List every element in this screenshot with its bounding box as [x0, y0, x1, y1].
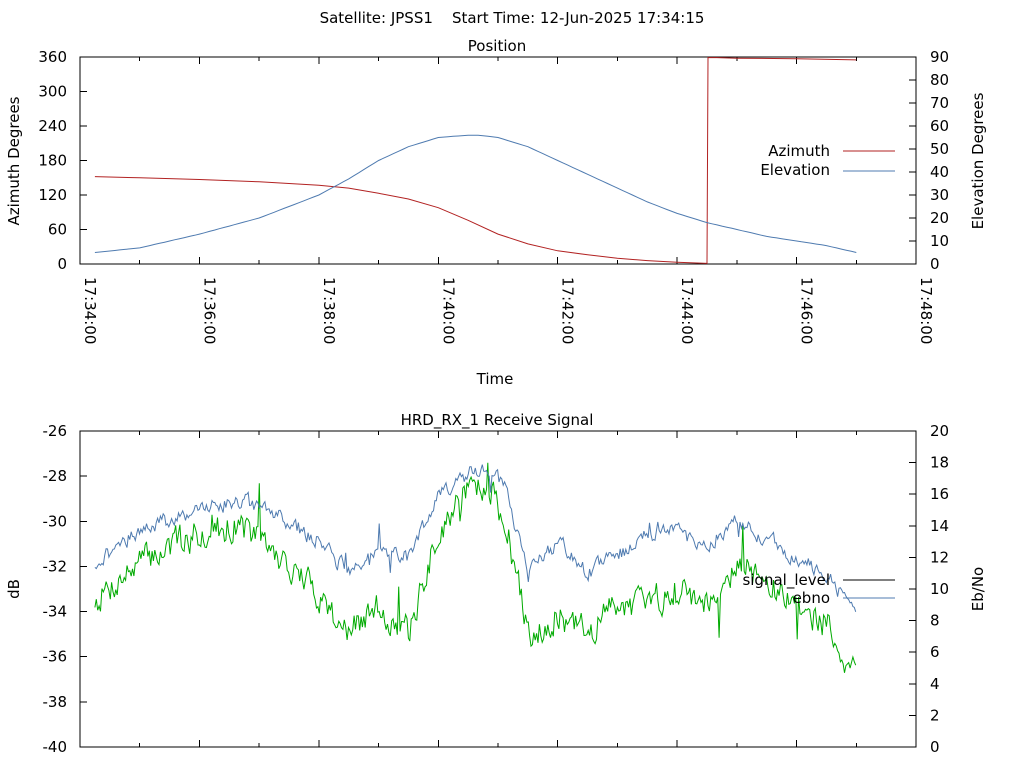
y-tick-label: 300: [38, 83, 67, 101]
y-tick-label: 0: [57, 255, 67, 273]
y2-tick-label: 0: [930, 255, 940, 273]
y2-tick-label: 12: [930, 548, 949, 566]
y2-tick-label: 18: [930, 454, 949, 472]
y2-tick-label: 10: [930, 232, 949, 250]
signal-chart: HRD_RX_1 Receive Signal -40 -38 -36 -34 -32 -…: [5, 411, 987, 756]
y2-tick-label: 14: [930, 517, 949, 535]
x-tick-label: 17:44:00: [678, 277, 696, 344]
y-tick-label: -36: [43, 648, 68, 666]
y-tick-label: -30: [43, 512, 68, 530]
y2-tick-label: 0: [930, 738, 940, 756]
position-legend: Azimuth Elevation: [760, 142, 895, 179]
signal-y2label: Eb/No: [969, 567, 987, 611]
y2-tick-label: 6: [930, 643, 940, 661]
position-ylabel: Azimuth Degrees: [5, 96, 23, 225]
signal-ylabel: dB: [5, 579, 23, 599]
x-tick-label: 17:36:00: [200, 277, 218, 344]
position-chart: Position 0 60 120 180 240 300 360 0 10 20 30 40 50 60…: [5, 37, 987, 388]
y2-tick-label: 60: [930, 117, 949, 135]
y-tick-label: 120: [38, 186, 67, 204]
y2-tick-label: 50: [930, 140, 949, 158]
y-tick-label: 60: [48, 221, 67, 239]
y2-tick-label: 40: [930, 163, 949, 181]
series-line-ebno: [94, 464, 857, 612]
y-tick-label: -28: [43, 467, 68, 485]
x-tick-label: 17:42:00: [559, 277, 577, 344]
y2-tick-label: 90: [930, 48, 949, 66]
y2-tick-label: 70: [930, 94, 949, 112]
x-tick-label: 17:38:00: [320, 277, 338, 344]
position-y2label: Elevation Degrees: [969, 92, 987, 229]
legend-label-elevation: Elevation: [760, 161, 830, 179]
series-line-elevation: [94, 134, 857, 253]
x-tick-label: 17:46:00: [798, 277, 816, 344]
y-tick-label: -34: [43, 603, 68, 621]
y2-tick-label: 16: [930, 485, 949, 503]
y2-tick-label: 80: [930, 71, 949, 89]
y2-tick-label: 4: [930, 675, 940, 693]
legend-label-ebno: ebno: [793, 589, 830, 607]
signal-plot-frame: [79, 430, 917, 748]
y2-tick-label: 10: [930, 580, 949, 598]
y2-tick-label: 2: [930, 706, 940, 724]
y-tick-label: -40: [43, 738, 68, 756]
y-tick-label: -38: [43, 693, 68, 711]
y-tick-label: 180: [38, 152, 67, 170]
x-tick-label: 17:48:00: [917, 277, 935, 344]
figure-header: Satellite: JPSS1 Start Time: 12-Jun-2025…: [320, 9, 705, 27]
position-xlabel: Time: [476, 370, 514, 388]
series-line-signal-level: [94, 462, 857, 673]
y2-tick-label: 30: [930, 186, 949, 204]
series-line-azimuth: [94, 57, 857, 264]
signal-title: HRD_RX_1 Receive Signal: [401, 411, 594, 430]
y2-tick-label: 8: [930, 612, 940, 630]
legend-label-signal-level: signal_level: [742, 571, 830, 590]
y2-tick-label: 20: [930, 209, 949, 227]
x-tick-label: 17:40:00: [439, 277, 457, 344]
x-tick-label: 17:34:00: [81, 277, 99, 344]
y-tick-label: 360: [38, 48, 67, 66]
legend-label-azimuth: Azimuth: [768, 142, 830, 160]
y2-tick-label: 20: [930, 422, 949, 440]
y-tick-label: -32: [43, 557, 68, 575]
y-tick-label: -26: [43, 422, 68, 440]
position-title: Position: [468, 37, 526, 55]
y-tick-label: 240: [38, 117, 67, 135]
